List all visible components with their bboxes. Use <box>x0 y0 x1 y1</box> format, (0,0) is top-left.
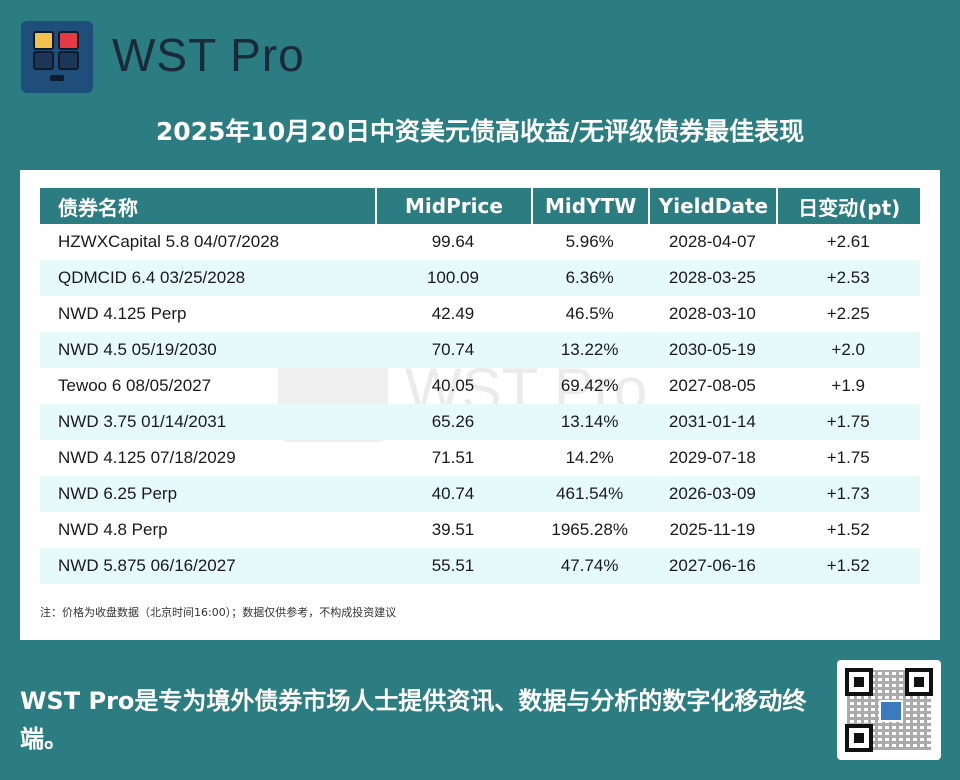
yield-date-cell: 2025-11-19 <box>669 520 756 539</box>
logo-square-yellow <box>33 31 54 50</box>
table-row: HZWXCapital 5.8 04/07/2028 99.64 5.96% 2028… <box>40 224 920 260</box>
page-title: 2025年10月20日中资美元债高收益/无评级债券最佳表现 <box>155 117 805 146</box>
mid-ytw-cell: 5.96% <box>565 232 614 251</box>
table-header-row: 债券名称 MidPrice MidYTW YieldDate 日变动(pt) <box>40 188 920 224</box>
daily-change-cell: +1.52 <box>776 548 920 584</box>
mid-ytw-cell: 13.22% <box>530 332 649 368</box>
table-row: NWD 3.75 01/14/2031 65.26 13.14% 2031-01-14… <box>40 404 920 440</box>
yield-date-cell: 2027-08-05 <box>668 376 756 395</box>
mid-ytw-cell: 47.74% <box>530 548 649 584</box>
yield-date-cell: 2028-03-10 <box>668 304 756 323</box>
column-header-price: MidPrice <box>375 188 531 224</box>
bond-name-cell: NWD 4.125 Perp <box>58 304 187 323</box>
table-row: NWD 4.125 07/18/2029 71.51 14.2% 2029-07-18… <box>40 440 920 476</box>
yield-date-cell: 2028-04-07 <box>668 232 756 251</box>
daily-change-cell: +1.9 <box>831 376 865 395</box>
mid-ytw-cell: 46.5% <box>565 304 614 323</box>
mid-ytw-cell: 69.42% <box>560 376 619 395</box>
yield-date-cell: 2026-03-09 <box>648 476 777 512</box>
mid-price-cell: 99.64 <box>431 232 475 251</box>
footer-tagline: WST Pro是专为境外债券市场人士提供资讯、数据与分析的数字化移动终端。 <box>20 687 807 753</box>
mid-ytw-cell: 1965.28% <box>551 520 628 539</box>
bond-name-cell: NWD 3.75 01/14/2031 <box>40 404 376 440</box>
footnote: 注：价格为收盘数据（北京时间16:00）；数据仅供参考，不构成投资建议 <box>40 606 397 619</box>
qr-center-logo <box>879 700 903 722</box>
table-row: NWD 4.8 Perp 39.51 1965.28% 2025-11-19 +1.52 <box>40 512 920 548</box>
mid-price-cell: 71.51 <box>431 448 475 467</box>
daily-change-cell: +1.52 <box>826 520 870 539</box>
column-header-name: 债券名称 <box>40 188 376 224</box>
table-row: NWD 5.875 06/16/2027 55.51 47.74% 2027-06-1… <box>40 548 920 584</box>
table-row: Tewoo 6 08/05/2027 40.05 69.42% 2027-08-05 +… <box>40 368 920 404</box>
mid-ytw-cell: 461.54% <box>530 476 649 512</box>
column-header-date: YieldDate <box>648 188 777 224</box>
mid-price-cell: 39.51 <box>431 520 475 539</box>
mid-ytw-cell: 14.2% <box>565 448 614 467</box>
bond-table: 债券名称 MidPrice MidYTW YieldDate 日变动(pt) H… <box>40 188 920 584</box>
table-row: NWD 6.25 Perp 40.74 461.54% 2026-03-09 +1.73 <box>40 476 920 512</box>
daily-change-cell: +2.61 <box>826 232 870 251</box>
daily-change-cell: +1.75 <box>826 448 870 467</box>
daily-change-cell: +1.73 <box>776 476 920 512</box>
mid-price-cell: 55.51 <box>375 548 531 584</box>
logo-stand <box>50 75 64 81</box>
logo-square-red <box>58 31 79 50</box>
column-header-change: 日变动(pt) <box>776 188 920 224</box>
daily-change-cell: +1.75 <box>776 404 920 440</box>
qr-finder-bottom-left <box>845 724 873 752</box>
yield-date-cell: 2027-06-16 <box>648 548 777 584</box>
table-row: NWD 4.125 Perp 42.49 46.5% 2028-03-10 +2.25 <box>40 296 920 332</box>
daily-change-cell: +2.0 <box>776 332 920 368</box>
bond-name-cell: NWD 4.8 Perp <box>58 520 168 539</box>
bond-name-cell: QDMCID 6.4 03/25/2028 <box>40 260 376 296</box>
qr-finder-top-left <box>845 668 873 696</box>
logo-square-dark-right <box>58 51 79 70</box>
mid-price-cell: 65.26 <box>375 404 531 440</box>
bond-name-cell: Tewoo 6 08/05/2027 <box>58 376 212 395</box>
bond-name-cell: NWD 5.875 06/16/2027 <box>40 548 376 584</box>
daily-change-cell: +2.25 <box>826 304 870 323</box>
qr-code <box>837 660 941 760</box>
mid-ytw-cell: 13.14% <box>530 404 649 440</box>
qr-finder-top-right <box>905 668 933 696</box>
yield-date-cell: 2029-07-18 <box>668 448 756 467</box>
mid-price-cell: 42.49 <box>431 304 475 323</box>
bond-name-cell: NWD 4.125 07/18/2029 <box>58 448 236 467</box>
mid-price-cell: 40.05 <box>431 376 475 395</box>
yield-date-cell: 2030-05-19 <box>648 332 777 368</box>
yield-date-cell: 2028-03-25 <box>648 260 777 296</box>
mid-price-cell: 70.74 <box>375 332 531 368</box>
yield-date-cell: 2031-01-14 <box>648 404 777 440</box>
logo-square-dark-left <box>33 51 54 70</box>
column-header-ytw: MidYTW <box>530 188 649 224</box>
table-panel: WST Pro 债券名称 MidPrice MidYTW YieldDate 日… <box>20 170 940 640</box>
brand-logo <box>21 21 93 93</box>
brand-name: WST Pro <box>112 29 305 81</box>
bond-name-cell: NWD 6.25 Perp <box>40 476 376 512</box>
bond-name-cell: HZWXCapital 5.8 04/07/2028 <box>58 232 280 251</box>
table-row: QDMCID 6.4 03/25/2028 100.09 6.36% 2028-03-… <box>40 260 920 296</box>
mid-price-cell: 100.09 <box>375 260 531 296</box>
mid-ytw-cell: 6.36% <box>530 260 649 296</box>
mid-price-cell: 40.74 <box>375 476 531 512</box>
bond-name-cell: NWD 4.5 05/19/2030 <box>40 332 376 368</box>
table-row: NWD 4.5 05/19/2030 70.74 13.22% 2030-05-19 +… <box>40 332 920 368</box>
daily-change-cell: +2.53 <box>776 260 920 296</box>
